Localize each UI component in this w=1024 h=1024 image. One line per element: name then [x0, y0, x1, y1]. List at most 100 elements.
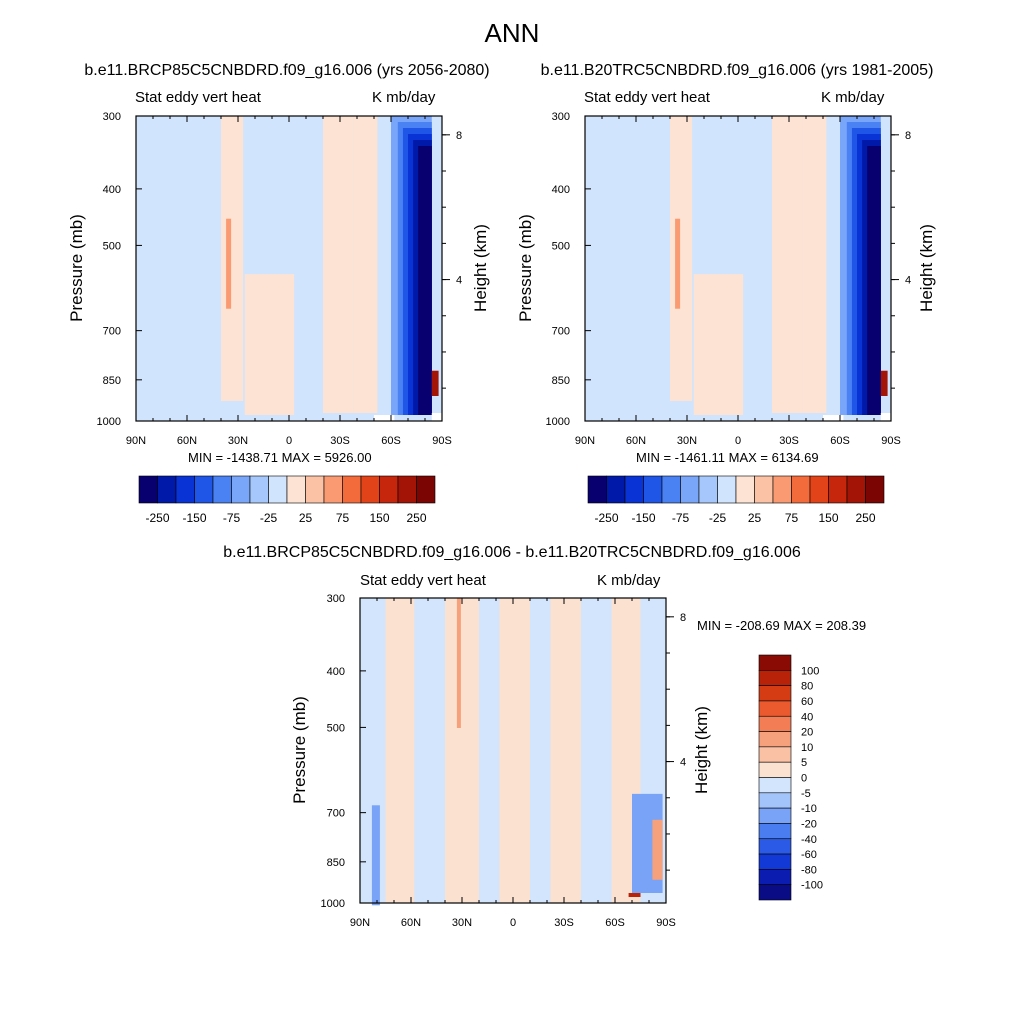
panel2-y2tick-label: 8: [905, 130, 911, 142]
panel2-ytick-label: 500: [552, 240, 570, 252]
panel1-frame: [135, 115, 443, 422]
panel1-xtick-label: 30S: [330, 435, 350, 447]
panel2-xtick-label: 60N: [626, 435, 646, 447]
panel1-y2tick-label: 8: [456, 130, 462, 142]
panel3-ytick-label: 400: [327, 666, 345, 678]
diff-band-3: [479, 598, 500, 903]
panel2-colorbar-box: [828, 475, 848, 504]
panel2-colorbar-box: [772, 475, 792, 504]
ant-gap: [431, 413, 442, 421]
panel2-colorbar-box: [587, 475, 607, 504]
panel2-right-string: K mb/day: [821, 89, 885, 106]
panel3-xtick-label: 0: [510, 917, 516, 929]
panel2-ytick-label: 1000: [546, 416, 570, 428]
panel1-colorbar-label: 25: [299, 511, 313, 525]
panel3-colorbar-label: -100: [801, 880, 823, 892]
panel2-colorbar-box: [606, 475, 626, 504]
diff-band-1: [414, 598, 445, 903]
panel2-ytick-label: 850: [552, 375, 570, 387]
band-eq: [693, 274, 744, 415]
panel1-colorbar-box: [416, 475, 436, 504]
panel2-colorbar-box: [661, 475, 681, 504]
panel3-colorbar-label: 80: [801, 681, 813, 693]
panel3-ytick-label: 1000: [321, 898, 345, 910]
ant-neg-1: [846, 122, 881, 415]
panel1-colorbar-label: 150: [369, 511, 389, 525]
panel3-colorbar-label: 60: [801, 696, 813, 708]
diff-band-4: [499, 598, 530, 903]
field-base: [136, 116, 442, 421]
panel2-colorbar-box: [846, 475, 866, 504]
diff-band-5: [530, 598, 551, 903]
panel2-colorbar-label: -150: [631, 511, 655, 525]
jet-30n: [226, 218, 232, 309]
band-eq: [244, 274, 295, 415]
panel1-xtick-label: 90N: [126, 435, 146, 447]
panel3-colorbar-label: 40: [801, 711, 813, 723]
panel1-colorbar-box: [342, 475, 362, 504]
panel2-left-string: Stat eddy vert heat: [584, 89, 710, 106]
diff-band-6: [550, 598, 581, 903]
band-30s: [323, 116, 354, 413]
panel3-xtick-label: 90S: [656, 917, 676, 929]
jet-30n: [675, 218, 681, 309]
panel2-colorbar-label: -25: [709, 511, 727, 525]
panel2-colorbar-box: [717, 475, 737, 504]
panel1-xtick-label: 60S: [381, 435, 401, 447]
ant-pos: [431, 370, 439, 396]
panel1-left-string: Stat eddy vert heat: [135, 89, 261, 106]
panel3-xtick-label: 90N: [350, 917, 370, 929]
panel1-xtick-label: 90S: [432, 435, 452, 447]
panel2-colorbar-box: [680, 475, 700, 504]
panel3-colorbar-label: -40: [801, 834, 817, 846]
panel1-colorbar-box: [360, 475, 380, 504]
field-base: [360, 598, 666, 903]
panel2-colorbar-label: 75: [785, 511, 799, 525]
panel2-ytick-label: 400: [552, 184, 570, 196]
panel2-ytick-label: 700: [552, 326, 570, 338]
panel1-xtick-label: 60N: [177, 435, 197, 447]
panel1-colorbar-label: -150: [182, 511, 206, 525]
ant-neg-0: [391, 116, 432, 415]
panel3-colorbar-box: [758, 685, 792, 702]
panel3-y2tick-label: 8: [680, 612, 686, 624]
panel3-title: b.e11.BRCP85C5CNBDRD.f09_g16.006 - b.e11…: [223, 544, 801, 561]
panel1-colorbar-label: -75: [223, 511, 241, 525]
panel1-colorbar-box: [175, 475, 195, 504]
panel1-colorbar-box: [249, 475, 269, 504]
diff-band-2: [445, 598, 479, 903]
panel2-xtick-label: 90S: [881, 435, 901, 447]
panel2-xtick-label: 0: [735, 435, 741, 447]
panel3-ytick-label: 700: [327, 808, 345, 820]
panel3-colorbar-box: [758, 869, 792, 885]
panel3-xtick-label: 30N: [452, 917, 472, 929]
ant-neg-5: [867, 146, 881, 415]
panel1-ytick-label: 700: [103, 326, 121, 338]
band-30s: [772, 116, 803, 413]
ant-neg-5: [418, 146, 432, 415]
panel1-ytick-label: 850: [103, 375, 121, 387]
panel1-ylabel: Pressure (mb): [67, 214, 86, 322]
ant-neg-1: [397, 122, 432, 415]
panel2-ylabel: Pressure (mb): [516, 214, 535, 322]
panel1-colorbar-box: [231, 475, 251, 504]
panel1-ytick-label: 400: [103, 184, 121, 196]
panel1-y2tick-label: 4: [456, 275, 462, 287]
panel1-colorbar-label: -25: [260, 511, 278, 525]
panel1-colorbar-box: [138, 475, 158, 504]
diff-band-8: [611, 598, 641, 903]
ant-neg-3: [857, 134, 881, 415]
ant-neg-4: [413, 140, 432, 415]
panel2-colorbar-box: [698, 475, 718, 504]
page-title: ANN: [484, 18, 540, 48]
panel1-colorbar-box: [379, 475, 399, 504]
diff-band-7: [581, 598, 612, 903]
field-base: [585, 116, 891, 421]
panel3-colorbar-box: [758, 823, 792, 840]
panel2-colorbar-box: [643, 475, 663, 504]
panel1-colorbar-box: [286, 475, 306, 504]
panel1-colorbar-label: 75: [336, 511, 350, 525]
panel2-colorbar-label: 250: [855, 511, 875, 525]
panel2-colorbar-box: [865, 475, 885, 504]
panel1-right-string: K mb/day: [372, 89, 436, 106]
